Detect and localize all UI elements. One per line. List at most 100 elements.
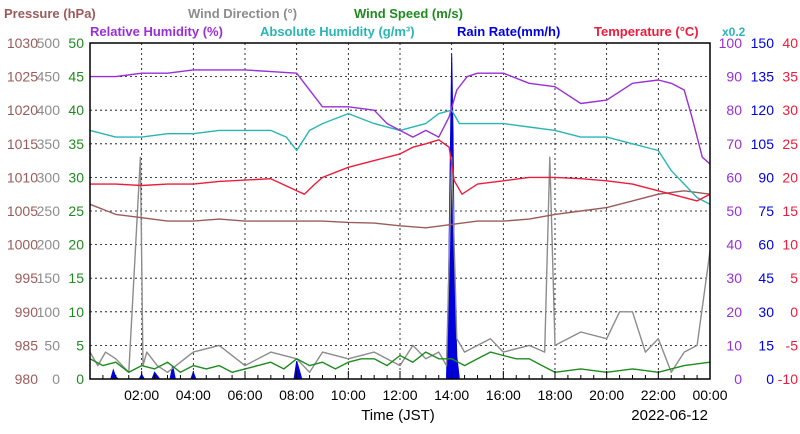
rain-rate-tick-label: 0 — [766, 371, 774, 387]
humidity-tick-label: 70 — [726, 136, 742, 152]
pressure-tick-label: 1000 — [7, 237, 38, 253]
pressure-tick-label: 1010 — [7, 169, 38, 185]
wind-speed-tick-label: 45 — [68, 69, 84, 85]
header-label: Wind Direction (°) — [188, 6, 297, 21]
wind-speed-tick-label: 30 — [68, 169, 84, 185]
rain-rate-tick-label: 30 — [758, 304, 774, 320]
x-tick-label: 12:00 — [382, 387, 417, 403]
temperature-tick-label: 0 — [790, 304, 798, 320]
temperature-tick-label: 5 — [790, 270, 798, 286]
wind-direction-tick-label: 200 — [37, 237, 61, 253]
wind-speed-tick-label: 40 — [68, 102, 84, 118]
wind-direction-tick-label: 350 — [37, 136, 61, 152]
left-axes: 9809859909951000100510101015102010251030… — [7, 35, 84, 387]
series-wind-speed-m-s — [89, 351, 711, 373]
x-tick-label: 16:00 — [486, 387, 521, 403]
wind-direction-tick-label: 50 — [44, 337, 60, 353]
header-label: Rain Rate(mm/h) — [457, 24, 560, 39]
wind-speed-tick-label: 35 — [68, 136, 84, 152]
humidity-tick-label: 10 — [726, 337, 742, 353]
x-axis: 02:00 04:00 06:00 08:00 10:00 12:00 14:00 16:00… — [89, 371, 728, 403]
x-tick-label: 18:00 — [537, 387, 572, 403]
temperature-tick-label: 15 — [782, 203, 798, 219]
pressure-tick-label: 1020 — [7, 102, 38, 118]
chart-header-labels: Pressure (hPa) Wind Direction (°) Wind Spe… — [4, 6, 746, 39]
wind-speed-tick-label: 15 — [68, 270, 84, 286]
x-tick-label: 22:00 — [641, 387, 676, 403]
wind-direction-tick-label: 150 — [37, 270, 61, 286]
header-label: Pressure (hPa) — [4, 6, 96, 21]
rain-rate-tick-label: 120 — [751, 102, 775, 118]
right-axes: 0102030405060708090100015304560759010512… — [719, 35, 799, 387]
rain-rate-tick-label: 45 — [758, 270, 774, 286]
rain-rate-tick-label: 75 — [758, 203, 774, 219]
temperature-tick-label: 30 — [782, 102, 798, 118]
pressure-tick-label: 980 — [15, 371, 39, 387]
x-tick-label: 00:00 — [692, 387, 727, 403]
x-tick-label: 10:00 — [331, 387, 366, 403]
series-pressure-hpa — [89, 190, 711, 229]
series-rain-rate-mm-h — [90, 54, 710, 380]
wind-direction-tick-label: 500 — [37, 35, 61, 51]
temperature-tick-label: 10 — [782, 237, 798, 253]
temperature-tick-label: 35 — [782, 69, 798, 85]
header-label: Relative Humidity (%) — [90, 24, 223, 39]
series-temperature-c — [90, 139, 711, 202]
rain-rate-tick-label: 150 — [751, 35, 775, 51]
humidity-tick-label: 20 — [726, 304, 742, 320]
x-tick-label: 06:00 — [227, 387, 262, 403]
series-absolute-humidity-g-m — [89, 109, 711, 205]
humidity-tick-label: 40 — [726, 237, 742, 253]
rain-rate-tick-label: 90 — [758, 169, 774, 185]
rain-rate-tick-label: 135 — [751, 69, 775, 85]
temperature-tick-label: -5 — [786, 337, 799, 353]
series-relative-humidity — [90, 69, 711, 165]
humidity-tick-label: 80 — [726, 102, 742, 118]
rain-rate-tick-label: 15 — [758, 337, 774, 353]
x-axis-label: Time (JST) — [361, 407, 435, 424]
pressure-tick-label: 1025 — [7, 69, 38, 85]
date-label: 2022-06-12 — [631, 407, 708, 424]
x-tick-label: 08:00 — [279, 387, 314, 403]
x-tick-label: 04:00 — [176, 387, 211, 403]
header-label: Absolute Humidity (g/m³) — [260, 24, 415, 39]
humidity-tick-label: 0 — [734, 371, 742, 387]
temperature-tick-label: -10 — [778, 371, 798, 387]
header-label: Temperature (°C) — [594, 24, 699, 39]
wind-direction-tick-label: 300 — [37, 169, 61, 185]
temperature-tick-label: 20 — [782, 169, 798, 185]
wind-direction-tick-label: 250 — [37, 203, 61, 219]
wind-speed-tick-label: 0 — [76, 371, 84, 387]
wind-speed-tick-label: 25 — [68, 203, 84, 219]
pressure-tick-label: 1030 — [7, 35, 38, 51]
pressure-tick-label: 1005 — [7, 203, 38, 219]
chart-series — [89, 54, 711, 380]
x-tick-label: 02:00 — [124, 387, 159, 403]
x-tick-label: 14:00 — [434, 387, 469, 403]
rain-rate-tick-label: 105 — [751, 136, 775, 152]
pressure-tick-label: 990 — [15, 304, 39, 320]
pressure-tick-label: 1015 — [7, 136, 38, 152]
wind-speed-tick-label: 50 — [68, 35, 84, 51]
humidity-tick-label: 60 — [726, 169, 742, 185]
humidity-tick-label: 30 — [726, 270, 742, 286]
rain-rate-tick-label: 60 — [758, 237, 774, 253]
pressure-tick-label: 995 — [15, 270, 39, 286]
wind-speed-tick-label: 10 — [68, 304, 84, 320]
wind-speed-tick-label: 20 — [68, 237, 84, 253]
header-label: Wind Speed (m/s) — [354, 6, 463, 21]
wind-direction-tick-label: 450 — [37, 69, 61, 85]
wind-direction-tick-label: 400 — [37, 102, 61, 118]
wind-speed-tick-label: 5 — [76, 337, 84, 353]
humidity-tick-label: 50 — [726, 203, 742, 219]
pressure-tick-label: 985 — [15, 337, 39, 353]
x-tick-label: 20:00 — [589, 387, 624, 403]
humidity-tick-label: 90 — [726, 69, 742, 85]
header-label: x0.2 — [722, 25, 746, 39]
humidity-tick-label: 100 — [719, 35, 743, 51]
temperature-tick-label: 40 — [782, 35, 798, 51]
wind-direction-tick-label: 0 — [52, 371, 60, 387]
wind-direction-tick-label: 100 — [37, 304, 61, 320]
temperature-tick-label: 25 — [782, 136, 798, 152]
